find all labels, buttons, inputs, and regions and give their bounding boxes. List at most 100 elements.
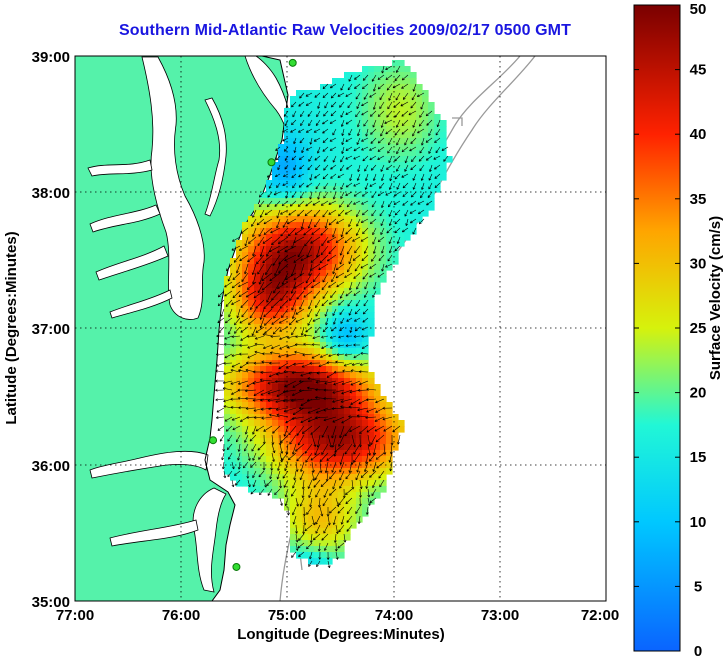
velocity-cell <box>416 150 423 157</box>
velocity-arrow <box>231 353 241 357</box>
velocity-arrow <box>222 443 226 452</box>
velocity-arrow <box>291 389 305 396</box>
velocity-cell <box>356 156 363 163</box>
velocity-arrow <box>307 218 313 229</box>
velocity-cell <box>386 234 393 241</box>
velocity-arrow <box>379 92 385 101</box>
velocity-cell <box>338 456 345 463</box>
velocity-arrow <box>291 101 297 108</box>
velocity-cell <box>422 210 429 217</box>
velocity-arrow <box>251 263 257 275</box>
velocity-cell <box>320 528 327 535</box>
velocity-cell <box>398 78 405 85</box>
velocity-cell <box>272 444 279 451</box>
velocity-arrow <box>224 317 233 324</box>
velocity-cell <box>266 216 273 223</box>
velocity-cell <box>326 486 333 493</box>
velocity-arrow <box>305 128 313 133</box>
velocity-cell <box>332 354 339 361</box>
velocity-cell <box>320 90 327 97</box>
velocity-cell <box>350 126 357 133</box>
velocity-arrow <box>339 200 345 208</box>
velocity-cell <box>422 132 429 139</box>
velocity-cell <box>302 432 309 439</box>
velocity-cell <box>314 342 321 349</box>
velocity-arrow <box>333 533 337 543</box>
velocity-cell <box>440 120 447 127</box>
velocity-cell <box>350 510 357 517</box>
velocity-cell <box>284 366 291 373</box>
velocity-arrow <box>259 209 265 218</box>
velocity-cell <box>386 210 393 217</box>
velocity-cell <box>260 348 267 355</box>
velocity-cell <box>290 516 297 523</box>
velocity-cell <box>392 234 399 241</box>
velocity-cell <box>332 84 339 91</box>
velocity-arrow <box>293 254 305 263</box>
velocity-arrow <box>365 416 377 420</box>
velocity-cell <box>308 312 315 319</box>
velocity-cell <box>224 288 231 295</box>
velocity-cell <box>338 402 345 409</box>
velocity-cell <box>302 198 309 205</box>
velocity-cell <box>344 396 351 403</box>
velocity-cell <box>224 378 231 385</box>
velocity-arrow <box>361 254 369 261</box>
velocity-arrow <box>225 425 233 432</box>
velocity-arrow <box>280 209 289 215</box>
velocity-cell <box>362 270 369 277</box>
velocity-cell <box>410 168 417 175</box>
velocity-cell <box>374 414 381 421</box>
velocity-arrow <box>365 479 369 489</box>
velocity-arrow <box>410 164 417 171</box>
velocity-cell <box>260 222 267 229</box>
velocity-arrow <box>312 272 321 283</box>
velocity-arrow <box>264 317 273 326</box>
velocity-cell <box>392 78 399 85</box>
velocity-cell <box>278 444 285 451</box>
velocity-cell <box>344 234 351 241</box>
velocity-cell <box>380 468 387 475</box>
velocity-cell <box>344 264 351 271</box>
velocity-arrow <box>263 227 273 235</box>
velocity-cell <box>380 240 387 247</box>
velocity-arrow <box>305 452 313 463</box>
velocity-cell <box>356 84 363 91</box>
map-gridlines <box>75 56 606 601</box>
velocity-arrow <box>361 334 369 338</box>
velocity-cell <box>392 126 399 133</box>
velocity-cell <box>320 402 327 409</box>
velocity-cell <box>332 126 339 133</box>
velocity-arrow <box>404 164 409 172</box>
velocity-cell <box>344 498 351 505</box>
velocity-arrow <box>308 299 313 310</box>
velocity-cell <box>338 546 345 553</box>
velocity-cell <box>338 228 345 235</box>
velocity-cell <box>278 168 285 175</box>
velocity-arrow <box>377 236 385 243</box>
velocity-arrow <box>258 191 265 198</box>
velocity-cell <box>290 126 297 133</box>
velocity-arrow <box>401 110 409 117</box>
velocity-arrow <box>396 65 401 73</box>
velocity-arrow <box>288 209 297 216</box>
velocity-cell <box>386 216 393 223</box>
velocity-cell <box>320 498 327 505</box>
velocity-cell <box>230 318 237 325</box>
velocity-cell <box>308 114 315 121</box>
velocity-cell <box>302 288 309 295</box>
velocity-cell <box>272 384 279 391</box>
velocity-cell <box>272 390 279 397</box>
velocity-arrow <box>223 405 233 409</box>
velocity-cell <box>272 252 279 259</box>
velocity-cell <box>362 78 369 85</box>
velocity-arrow <box>332 263 337 275</box>
velocity-arrow <box>400 101 409 107</box>
velocity-cell <box>272 246 279 253</box>
velocity-arrow <box>224 335 233 340</box>
velocity-cell <box>338 96 345 103</box>
velocity-arrow <box>321 236 329 247</box>
velocity-cell <box>422 204 429 211</box>
velocity-arrow <box>410 101 417 109</box>
velocity-arrow <box>333 317 337 325</box>
